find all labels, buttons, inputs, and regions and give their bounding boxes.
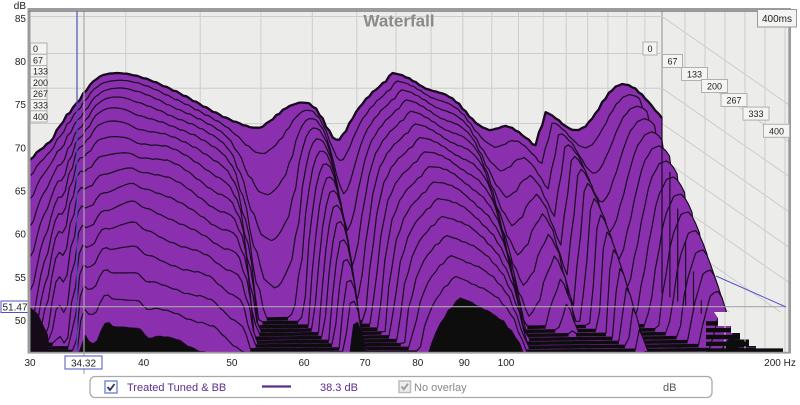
svg-text:200: 200 <box>707 82 722 92</box>
svg-text:400: 400 <box>769 126 784 136</box>
svg-text:267: 267 <box>33 89 48 99</box>
svg-text:34.32: 34.32 <box>71 359 96 370</box>
svg-text:65: 65 <box>15 186 27 197</box>
svg-text:30: 30 <box>24 358 36 369</box>
svg-text:40: 40 <box>138 358 150 369</box>
svg-text:50: 50 <box>226 358 238 369</box>
svg-text:90: 90 <box>459 358 471 369</box>
svg-text:333: 333 <box>33 101 48 111</box>
svg-text:0: 0 <box>647 44 652 54</box>
svg-text:133: 133 <box>687 70 702 80</box>
svg-text:80: 80 <box>15 57 27 68</box>
svg-text:67: 67 <box>33 55 43 65</box>
svg-text:70: 70 <box>15 143 27 154</box>
svg-text:dB: dB <box>14 1 27 12</box>
svg-text:51.47: 51.47 <box>2 303 27 314</box>
svg-text:400ms: 400ms <box>762 14 792 25</box>
svg-text:38.3 dB: 38.3 dB <box>320 382 358 394</box>
svg-text:85: 85 <box>15 14 27 25</box>
svg-text:60: 60 <box>15 230 27 241</box>
svg-text:dB: dB <box>663 382 676 394</box>
svg-text:400: 400 <box>33 112 48 122</box>
svg-text:100: 100 <box>498 358 515 369</box>
svg-text:200 Hz: 200 Hz <box>764 358 796 369</box>
svg-text:50: 50 <box>15 316 27 327</box>
svg-text:75: 75 <box>15 100 27 111</box>
svg-text:67: 67 <box>667 57 677 67</box>
svg-text:0: 0 <box>33 44 38 54</box>
svg-text:200: 200 <box>33 78 48 88</box>
svg-text:267: 267 <box>726 96 741 106</box>
svg-text:No overlay: No overlay <box>414 382 467 394</box>
svg-text:55: 55 <box>15 273 27 284</box>
svg-text:Waterfall: Waterfall <box>363 12 434 31</box>
svg-text:Treated Tuned & BB: Treated Tuned & BB <box>127 382 226 394</box>
svg-text:70: 70 <box>359 358 371 369</box>
svg-text:80: 80 <box>412 358 424 369</box>
svg-text:333: 333 <box>748 109 763 119</box>
svg-text:133: 133 <box>33 67 48 77</box>
svg-text:60: 60 <box>298 358 310 369</box>
